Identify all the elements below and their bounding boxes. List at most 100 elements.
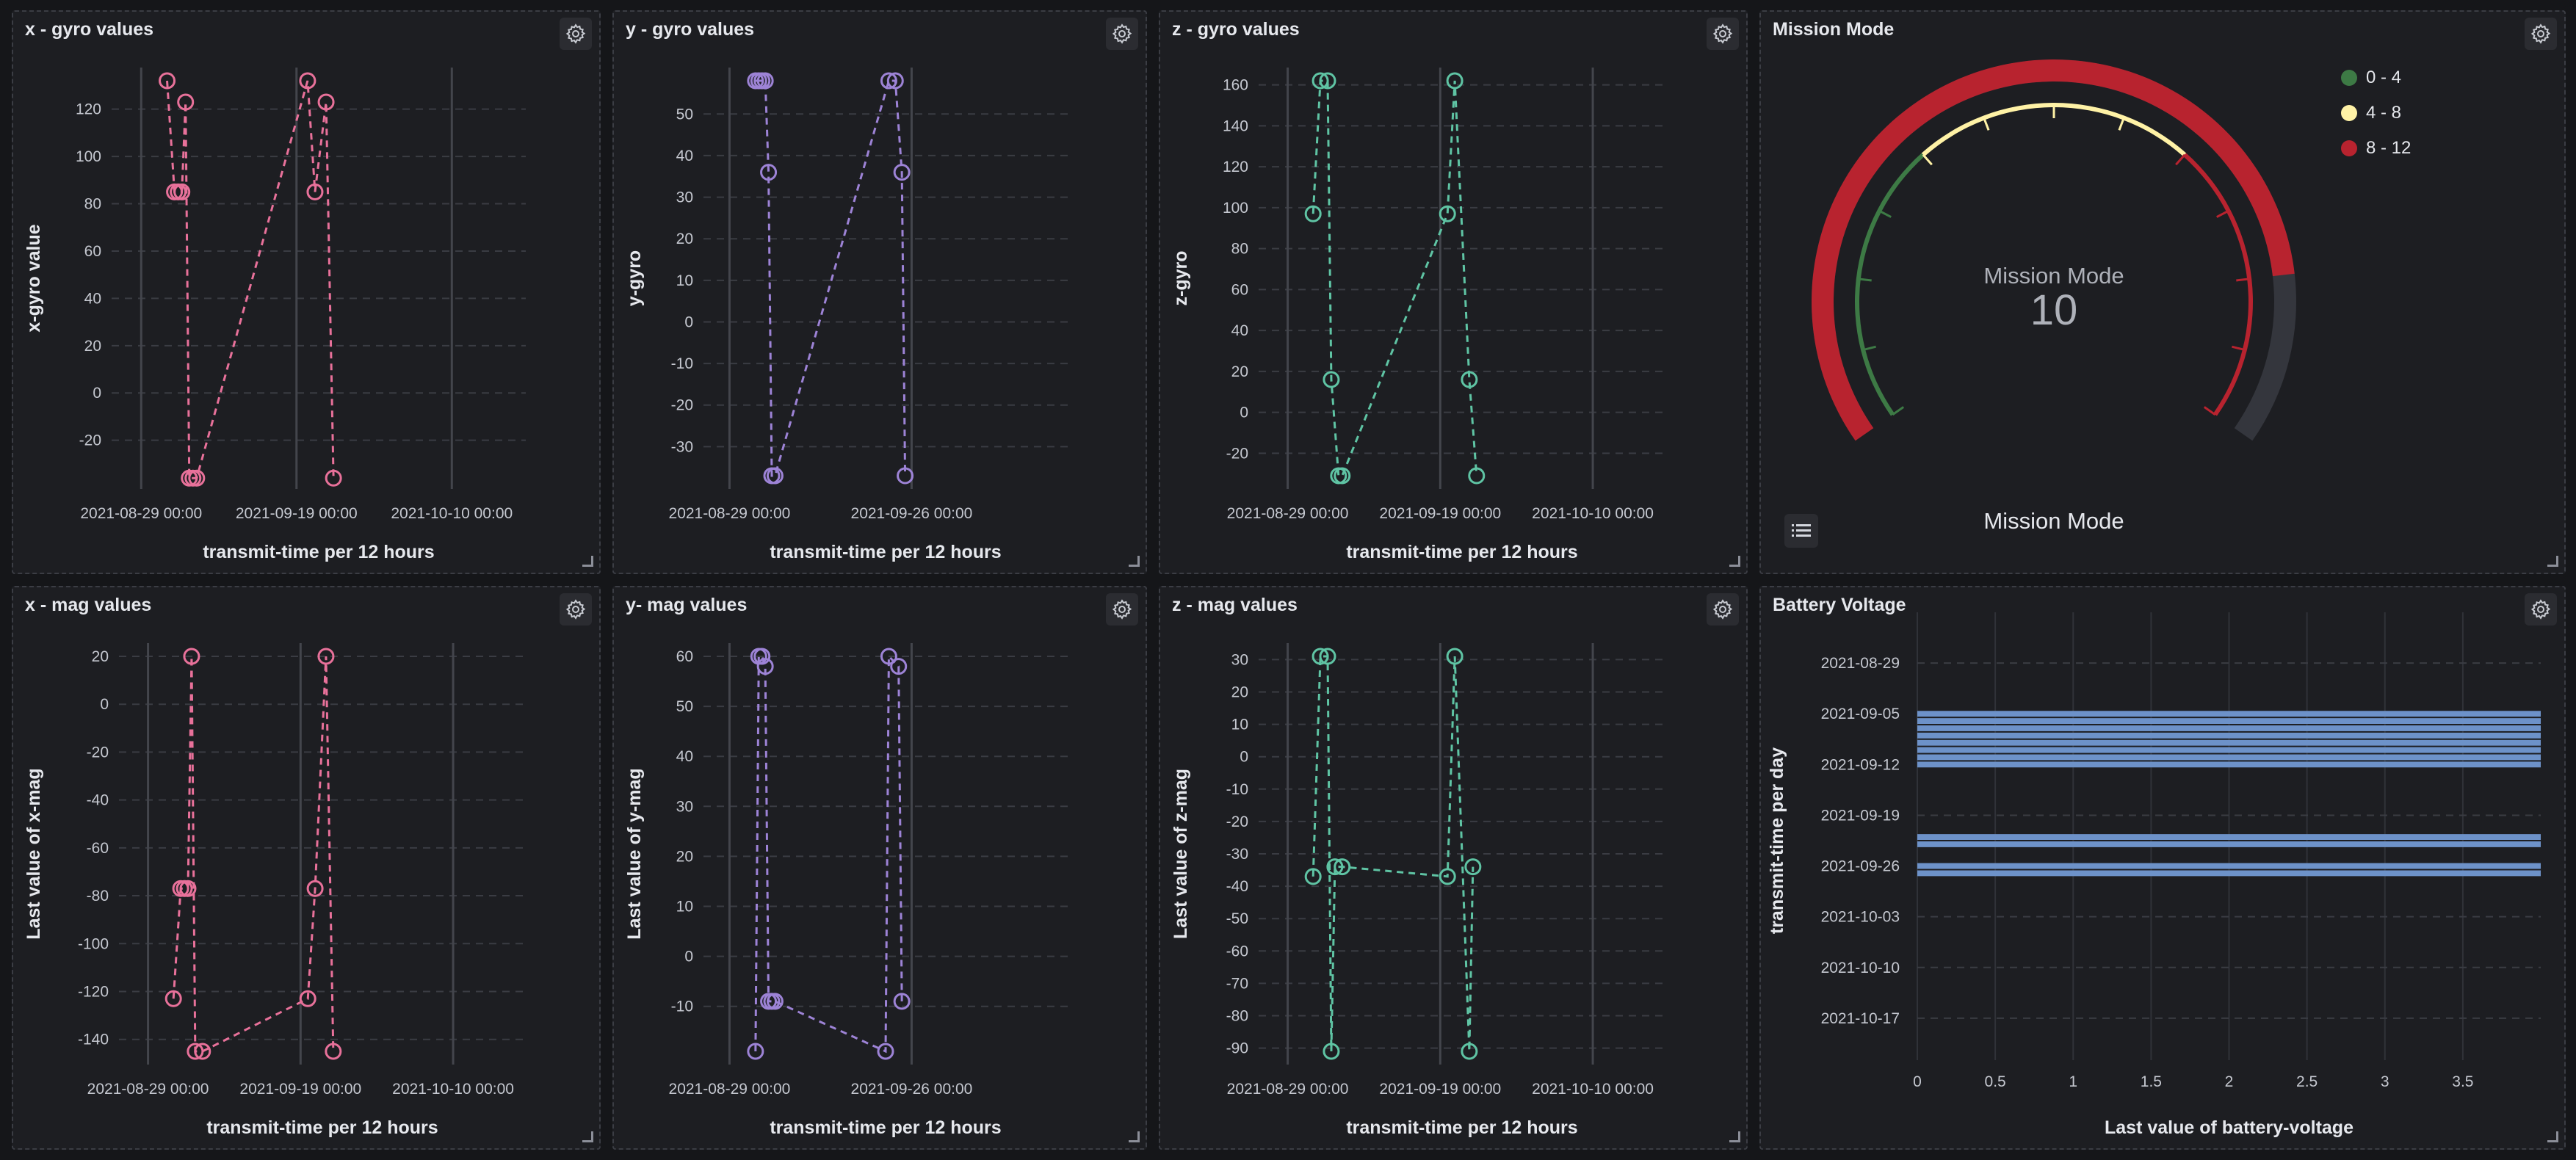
data-point[interactable] (1311, 72, 1329, 90)
data-point[interactable] (893, 164, 911, 181)
bar[interactable] (1917, 870, 2541, 877)
data-point[interactable] (766, 993, 784, 1010)
data-point[interactable] (1446, 648, 1464, 665)
bar[interactable] (1917, 863, 2541, 869)
data-point[interactable] (753, 648, 771, 665)
bar[interactable] (1917, 732, 2541, 739)
data-point[interactable] (1334, 467, 1351, 485)
data-point[interactable] (880, 648, 897, 665)
data-point[interactable] (173, 183, 191, 200)
x-tick-label: 2021-08-29 00:00 (80, 505, 202, 522)
data-point[interactable] (760, 164, 778, 181)
panel-y-gyro: y - gyro values 50 40 30 20 10 0 -10 -20 -30 2021… (612, 10, 1147, 574)
panel-settings-button[interactable] (1106, 593, 1138, 626)
data-point[interactable] (299, 72, 316, 90)
data-point[interactable] (177, 93, 195, 111)
data-point[interactable] (747, 1043, 764, 1060)
bar[interactable] (1917, 711, 2541, 717)
x-tick-label: 2021-09-19 00:00 (236, 505, 358, 522)
y-tick-label: 100 (76, 148, 101, 165)
data-point[interactable] (1323, 1043, 1340, 1060)
panel-settings-button[interactable] (2525, 593, 2557, 626)
data-point[interactable] (893, 993, 911, 1010)
y-tick-label: 60 (676, 648, 693, 665)
panel-x-mag: x - mag values 20 0 -20 -40 -60 -80 -100 -120 -1… (12, 586, 601, 1150)
resize-handle[interactable] (582, 556, 593, 567)
data-point[interactable] (325, 469, 342, 487)
data-point[interactable] (179, 880, 197, 897)
panel-settings-button[interactable] (560, 18, 592, 50)
resize-handle[interactable] (2547, 1131, 2558, 1142)
bar[interactable] (1917, 761, 2541, 768)
panel-settings-button[interactable] (1707, 18, 1739, 50)
data-point[interactable] (1323, 371, 1340, 388)
data-point[interactable] (1464, 858, 1482, 876)
y-tick-label: 0 (684, 313, 693, 330)
y-tick-label: -100 (78, 935, 109, 952)
data-point[interactable] (299, 990, 316, 1007)
data-point[interactable] (1446, 72, 1464, 90)
data-point[interactable] (1468, 467, 1486, 485)
panel-settings-button[interactable] (1707, 593, 1739, 626)
resize-handle[interactable] (2547, 556, 2558, 567)
bar[interactable] (1917, 841, 2541, 847)
bar[interactable] (1917, 754, 2541, 761)
data-point[interactable] (1334, 858, 1351, 876)
bar[interactable] (1917, 725, 2541, 731)
data-point[interactable] (756, 658, 774, 675)
gauge-tick (1858, 278, 1872, 282)
bar[interactable] (1917, 834, 2541, 840)
bar[interactable] (1917, 739, 2541, 746)
data-point[interactable] (897, 467, 914, 485)
data-point[interactable] (880, 72, 897, 90)
data-point[interactable] (317, 93, 335, 111)
data-point[interactable] (766, 467, 784, 485)
panel-settings-button[interactable] (2525, 18, 2557, 50)
data-point[interactable] (194, 1043, 211, 1060)
legend-item[interactable]: 4 - 8 (2341, 95, 2411, 131)
resize-handle[interactable] (1729, 1131, 1740, 1142)
data-point[interactable] (1461, 1043, 1478, 1060)
data-point[interactable] (1304, 868, 1322, 885)
data-point[interactable] (1439, 205, 1456, 222)
resize-handle[interactable] (1129, 556, 1140, 567)
legend-item[interactable]: 0 - 4 (2341, 60, 2411, 95)
resize-handle[interactable] (582, 1131, 593, 1142)
data-point[interactable] (306, 183, 324, 200)
data-point[interactable] (306, 880, 324, 897)
gauge-value: 10 (2030, 286, 2078, 334)
y-axis-label: Last value of y-mag (624, 768, 645, 939)
data-point[interactable] (756, 72, 774, 90)
data-point[interactable] (164, 990, 182, 1007)
data-point[interactable] (890, 658, 908, 675)
data-point[interactable] (1311, 648, 1329, 665)
data-point[interactable] (1461, 371, 1478, 388)
data-point[interactable] (183, 648, 200, 665)
toggle-legend-button[interactable] (1784, 514, 1818, 548)
gauge-tick (2232, 345, 2246, 352)
data-point[interactable] (317, 648, 335, 665)
data-point[interactable] (886, 72, 904, 90)
legend-item[interactable]: 8 - 12 (2341, 131, 2411, 166)
data-point[interactable] (1319, 648, 1336, 665)
panel-settings-button[interactable] (1106, 18, 1138, 50)
y-tick-label: 10 (676, 899, 693, 916)
data-point[interactable] (159, 72, 176, 90)
data-point[interactable] (187, 1043, 204, 1060)
data-point[interactable] (1304, 205, 1322, 222)
data-point[interactable] (1326, 858, 1344, 876)
panel-settings-button[interactable] (560, 593, 592, 626)
panel-mission-mode: Mission Mode Mission Mode 10 Mission Mode … (1759, 10, 2566, 574)
x-tick-label: 2021-10-10 00:00 (1532, 1081, 1654, 1098)
x-tick-label: 2021-10-10 00:00 (392, 1081, 514, 1098)
data-point[interactable] (877, 1043, 894, 1060)
data-point[interactable] (1439, 868, 1456, 885)
data-point[interactable] (325, 1043, 342, 1060)
resize-handle[interactable] (1729, 556, 1740, 567)
bar[interactable] (1917, 747, 2541, 753)
data-point[interactable] (1319, 72, 1336, 90)
resize-handle[interactable] (1129, 1131, 1140, 1142)
bar[interactable] (1917, 718, 2541, 725)
data-point[interactable] (188, 469, 206, 487)
gauge-threshold-band (1921, 103, 2187, 157)
